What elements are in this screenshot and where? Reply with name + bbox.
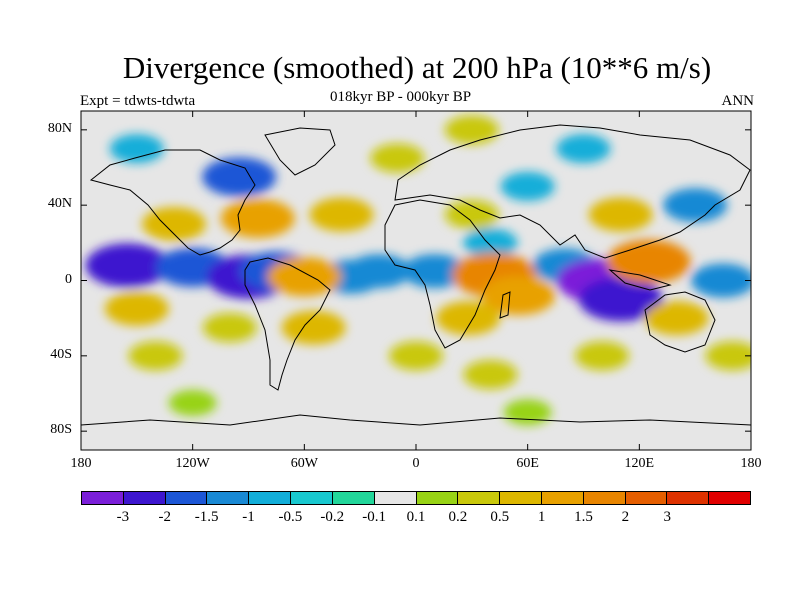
season-label: ANN	[721, 93, 755, 109]
contour-region-29	[128, 341, 183, 371]
coast-greenland	[264, 127, 336, 176]
colorbar-label: 0.2	[448, 509, 468, 525]
colorbar-label: -3	[116, 509, 130, 525]
lon-tick-label: 0	[412, 456, 420, 471]
contour-region-0	[85, 243, 170, 288]
contour-region-10	[691, 263, 751, 298]
contour-region-21	[606, 239, 691, 284]
contour-region-36	[168, 389, 217, 416]
colorbar-label: -1	[242, 509, 255, 525]
colorbar-label: -1.5	[194, 509, 219, 525]
colorbar-label: 1.5	[574, 509, 593, 525]
contour-region-6	[402, 254, 467, 289]
coast-madagascar	[499, 291, 511, 319]
axis-ticks	[80, 111, 752, 450]
lat-tick-label: 80S	[50, 422, 72, 438]
contour-region-32	[463, 360, 518, 390]
lon-tick-label: 120W	[175, 456, 210, 471]
colorbar	[81, 491, 751, 505]
colorbar-box-1	[123, 492, 166, 504]
contour-region-19	[309, 197, 374, 232]
lon-tick-label: 60E	[516, 456, 539, 471]
contour-region-35	[705, 341, 751, 371]
lon-tick-label: 180	[740, 456, 762, 471]
colorbar-box-14	[667, 492, 710, 504]
map-field	[81, 111, 751, 450]
colorbar-box-6	[332, 492, 375, 504]
experiment-label: Expt = tdwts-tdwta	[80, 93, 196, 109]
coastlines	[81, 124, 751, 426]
contour-region-13	[500, 171, 555, 201]
colorbar-box-8	[416, 492, 459, 504]
contour-region-31	[389, 341, 443, 371]
colorbar-box-5	[291, 492, 333, 504]
colorbar-box-7	[374, 492, 417, 504]
colorbar-box-3	[207, 492, 250, 504]
contour-region-9	[578, 277, 663, 322]
colorbar-box-13	[625, 492, 668, 504]
colorbar-box-15	[709, 492, 750, 504]
period-label: 018kyr BP - 000kyr BP	[330, 89, 472, 105]
colorbar-label: 3	[663, 509, 672, 525]
contour-region-37	[503, 399, 552, 426]
contour-region-22	[588, 197, 653, 232]
lon-tick-label: 180	[70, 456, 92, 471]
contour-region-25	[436, 301, 501, 336]
lat-tick-label: 80N	[47, 120, 72, 136]
coast-north-america	[89, 149, 256, 256]
colorbar-label: 2	[621, 509, 630, 525]
contour-region-30	[202, 313, 257, 343]
contour-region-20	[444, 200, 499, 230]
colorbar-label: 0.1	[406, 509, 426, 525]
colorbar-box-12	[583, 492, 626, 504]
lat-tick-label: 0	[65, 271, 72, 287]
colorbar-box-4	[249, 492, 292, 504]
colorbar-label: -0.2	[320, 509, 345, 525]
lon-tick-label: 120E	[624, 456, 655, 471]
contour-region-34	[644, 301, 709, 336]
colorbar-box-10	[500, 492, 542, 504]
lat-tick-label: 40S	[50, 346, 72, 362]
colorbar-box-11	[541, 492, 584, 504]
contour-region-15	[556, 134, 611, 164]
contour-fills	[85, 115, 751, 426]
contour-region-39	[444, 115, 499, 145]
coast-maritime-continent	[608, 269, 672, 291]
contour-region-17	[142, 207, 207, 241]
coast-australia	[644, 291, 716, 353]
contour-region-11	[202, 157, 277, 197]
coast-africa	[384, 199, 501, 349]
colorbar-label: -2	[158, 509, 172, 525]
contour-region-26	[267, 257, 342, 297]
lon-tick-label: 60W	[290, 456, 318, 471]
map-title: Divergence (smoothed) at 200 hPa (10**6 …	[122, 50, 712, 85]
colorbar-box-0	[82, 492, 124, 504]
contour-region-33	[575, 341, 630, 371]
colorbar-label: -0.1	[362, 509, 386, 525]
contour-region-16	[463, 228, 518, 258]
contour-region-24	[481, 276, 556, 316]
colorbar-label: 1	[537, 509, 546, 525]
colorbar-label: 0.5	[490, 509, 510, 525]
lat-tick-label: 40N	[47, 196, 72, 212]
coast-eurasia	[394, 124, 751, 259]
colorbar-box-2	[165, 492, 208, 504]
contour-region-28	[104, 291, 169, 326]
contour-region-5	[346, 254, 411, 289]
coast-antarctica	[81, 414, 751, 426]
coast-south-america	[244, 257, 331, 391]
colorbar-box-9	[458, 492, 501, 504]
contour-region-18	[220, 198, 295, 238]
colorbar-label: -0.5	[278, 509, 303, 525]
contour-region-14	[663, 188, 728, 223]
contour-region-12	[109, 134, 164, 164]
contour-region-38	[370, 143, 425, 173]
